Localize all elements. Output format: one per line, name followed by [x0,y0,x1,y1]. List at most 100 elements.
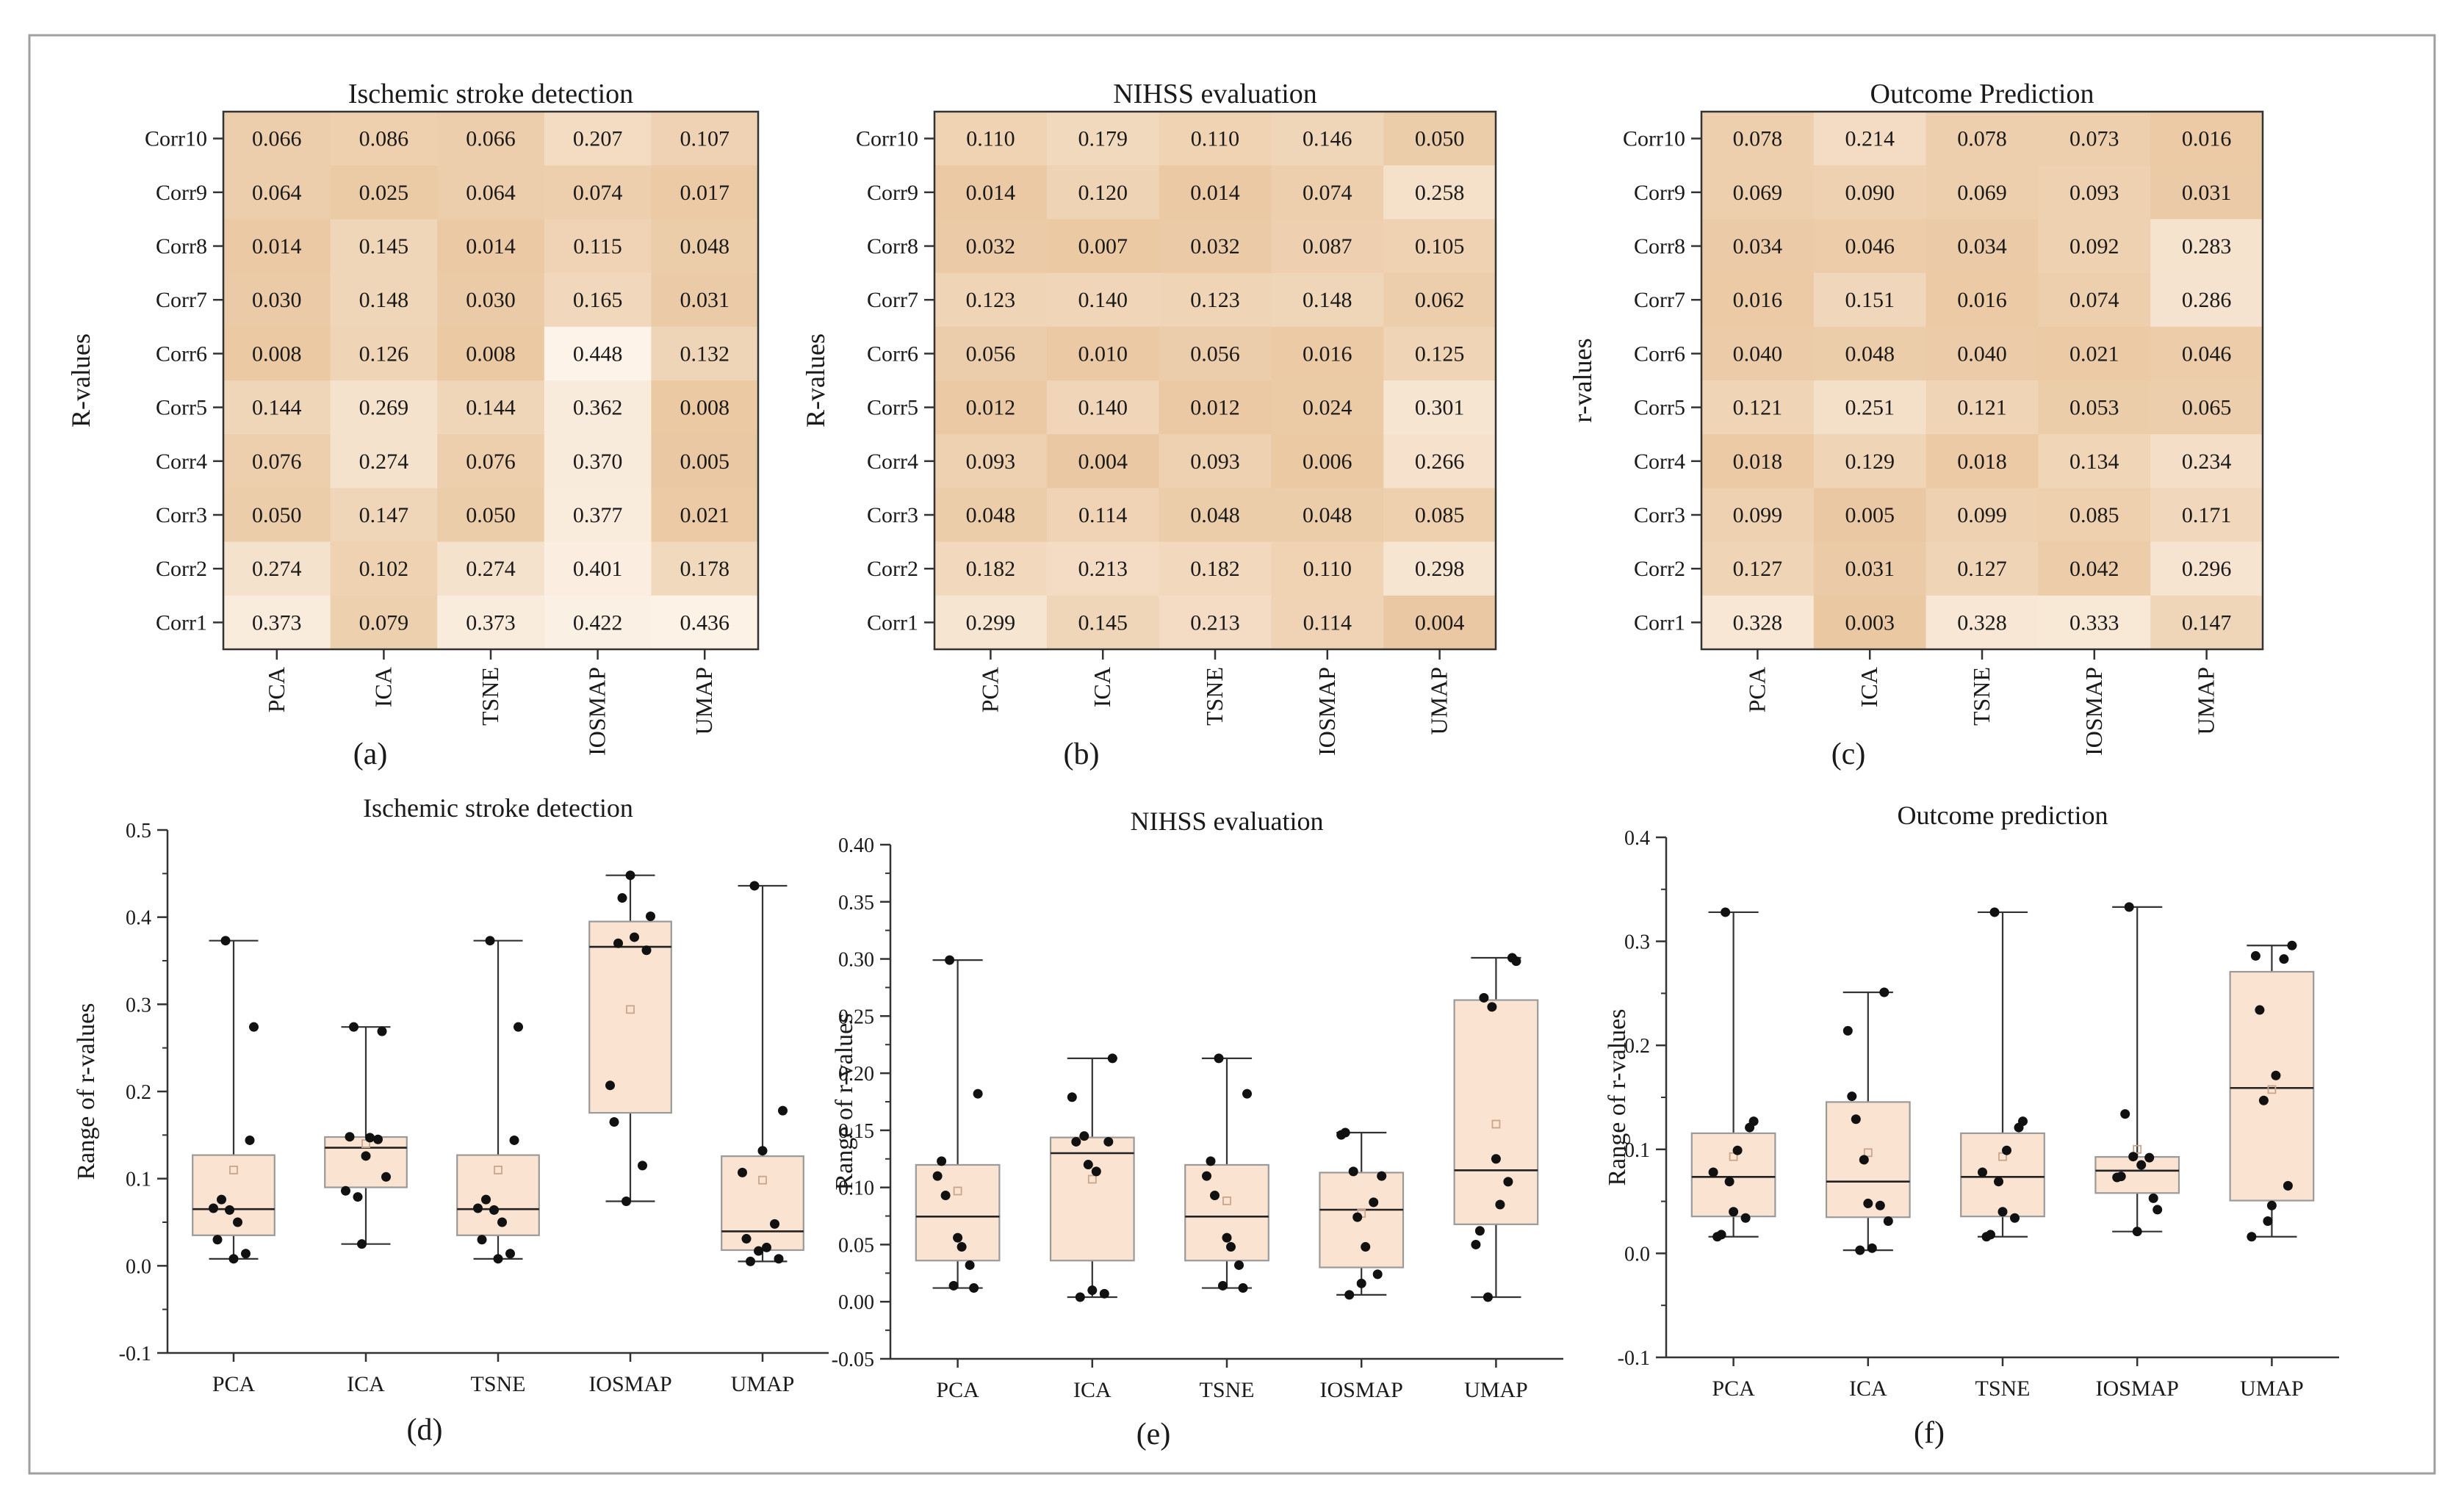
heat-cell [1701,434,1815,488]
heat-cell [1926,112,2039,166]
heat-cell [437,273,545,328]
heat-cell-value: 0.006 [1303,450,1352,474]
heat-cell [1159,326,1272,381]
data-point [2144,1152,2155,1163]
heat-cell-value: 0.182 [966,557,1016,581]
heat-cell [1813,541,1927,596]
heat-cell [2150,273,2263,328]
heat-cell [934,434,1048,488]
heat-cell [934,488,1048,543]
heat-cell [1926,380,2039,435]
data-point [2250,950,2261,961]
data-point [1479,992,1489,1003]
heat-cell [1926,595,2039,650]
heat-cell-value: 0.073 [2069,127,2119,151]
data-point [609,1117,619,1127]
y-tick-label: Corr10 [856,127,918,151]
mean-marker [229,1166,238,1174]
data-point [2132,1227,2142,1237]
panel-letter: (c) [1831,737,1866,771]
heat-cell-value: 0.012 [966,396,1016,420]
heat-cell [1926,434,2039,488]
data-point [940,1191,951,1201]
heat-cell [2038,541,2151,596]
heat-cell [223,112,331,166]
heat-cell-value: 0.129 [1845,450,1895,474]
data-point [770,1219,779,1229]
heat-cell [544,112,652,166]
heat-cell-value: 0.078 [1733,127,1783,151]
data-point [349,1022,359,1032]
heat-cell-value: 0.448 [573,342,623,366]
data-point [1883,1216,1893,1227]
heat-cell-value: 0.090 [1845,181,1895,205]
y-tick-label: Corr3 [867,503,918,527]
heat-cell [1701,595,1815,650]
x-tick-label: TSNE [1200,1378,1255,1402]
heat-cell [1046,165,1160,220]
heat-cell [2150,112,2263,166]
data-point [1491,1154,1501,1164]
x-tick-label: IOSMAP [2081,667,2107,756]
heat-cell-value: 0.040 [1733,342,1783,366]
heat-cell-value: 0.018 [1733,450,1783,474]
heat-cell-value: 0.123 [966,288,1016,312]
y-tick-label: Corr8 [1634,234,1685,259]
heat-cell-value: 0.048 [1303,503,1352,527]
heat-cell-value: 0.031 [2182,181,2232,205]
data-point [1107,1053,1117,1064]
data-point [1863,1198,1873,1208]
data-point [953,1232,963,1243]
data-point [1079,1131,1089,1141]
heat-cell [223,434,331,488]
heat-cell [934,219,1048,274]
heat-cell [1701,488,1815,543]
data-point [365,1133,375,1143]
heat-cell [651,273,759,328]
panel-letter: (a) [353,737,388,771]
heat-cell [1046,434,1160,488]
panel-title: Ischemic stroke detection [363,793,633,823]
heat-cell-value: 0.102 [359,557,409,581]
mean-marker [1491,1119,1501,1129]
data-point [1503,1177,1513,1187]
heat-cell-value: 0.074 [573,181,623,205]
x-tick-label: TSNE [1968,667,1995,726]
heat-cell [330,273,438,328]
data-point [638,1161,647,1171]
heat-cell [1159,488,1272,543]
heat-cell-value: 0.010 [1078,342,1128,366]
y-tick-label: Corr5 [156,396,207,420]
heat-cell-value: 0.283 [2182,234,2232,259]
heat-cell [651,380,759,435]
heat-cell-value: 0.016 [1303,342,1352,366]
x-tick-label: UMAP [2240,1376,2304,1401]
heat-cell-value: 0.050 [252,503,302,527]
x-tick-label: UMAP [2193,667,2219,735]
heat-cell-value: 0.401 [573,557,623,581]
heat-cell [1383,488,1496,543]
heat-cell [1271,273,1384,328]
heat-cell [1271,434,1384,488]
data-point [514,1022,523,1032]
heat-cell [2150,488,2263,543]
heat-cell-value: 0.328 [1957,610,2007,635]
heat-cell [1813,219,1927,274]
heat-cell-value: 0.422 [573,610,623,635]
heat-cell [1159,165,1272,220]
heat-cell [330,165,438,220]
heat-cell-value: 0.032 [1190,234,1240,259]
heat-cell [1701,165,1815,220]
heat-cell-value: 0.258 [1415,181,1465,205]
heat-cell [437,488,545,543]
data-point [1748,1116,1759,1127]
y-tick-label: Corr2 [867,557,918,581]
heat-cell-value: 0.328 [1733,610,1783,635]
heat-cell [1159,595,1272,650]
data-point [1099,1288,1109,1299]
heat-cell [544,273,652,328]
heat-cell [544,380,652,435]
heat-cell-value: 0.179 [1078,127,1128,151]
x-tick-label: TSNE [1975,1376,2031,1401]
heat-cell [1046,112,1160,166]
